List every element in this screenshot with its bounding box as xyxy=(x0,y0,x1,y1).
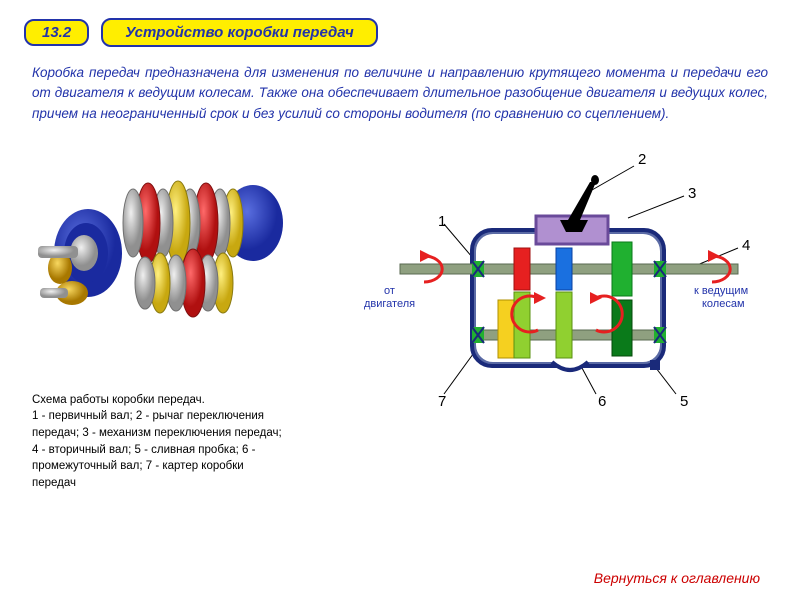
intro-text: Коробка передач предназначена для измене… xyxy=(0,47,800,124)
page-title: Устройство коробки передач xyxy=(101,18,378,47)
svg-text:двигателя: двигателя xyxy=(364,298,415,310)
svg-text:2: 2 xyxy=(638,151,646,168)
section-number-badge: 13.2 xyxy=(24,19,89,46)
svg-text:4: 4 xyxy=(742,237,750,254)
gearbox-schematic: 1 2 3 4 5 6 7 от двигателя к ведущим кол… xyxy=(360,132,760,432)
svg-text:3: 3 xyxy=(688,185,696,202)
svg-text:5: 5 xyxy=(680,393,688,410)
svg-text:колесам: колесам xyxy=(702,298,745,310)
svg-text:6: 6 xyxy=(598,393,606,410)
svg-text:от: от xyxy=(384,285,395,297)
back-to-toc-link[interactable]: Вернуться к оглавлению xyxy=(594,570,760,586)
gearbox-3d-illustration xyxy=(28,148,288,338)
svg-text:1: 1 xyxy=(438,213,446,230)
svg-text:к ведущим: к ведущим xyxy=(694,285,748,297)
svg-text:7: 7 xyxy=(438,393,446,410)
schematic-caption: Схема работы коробки передач.1 - первичн… xyxy=(32,392,282,492)
